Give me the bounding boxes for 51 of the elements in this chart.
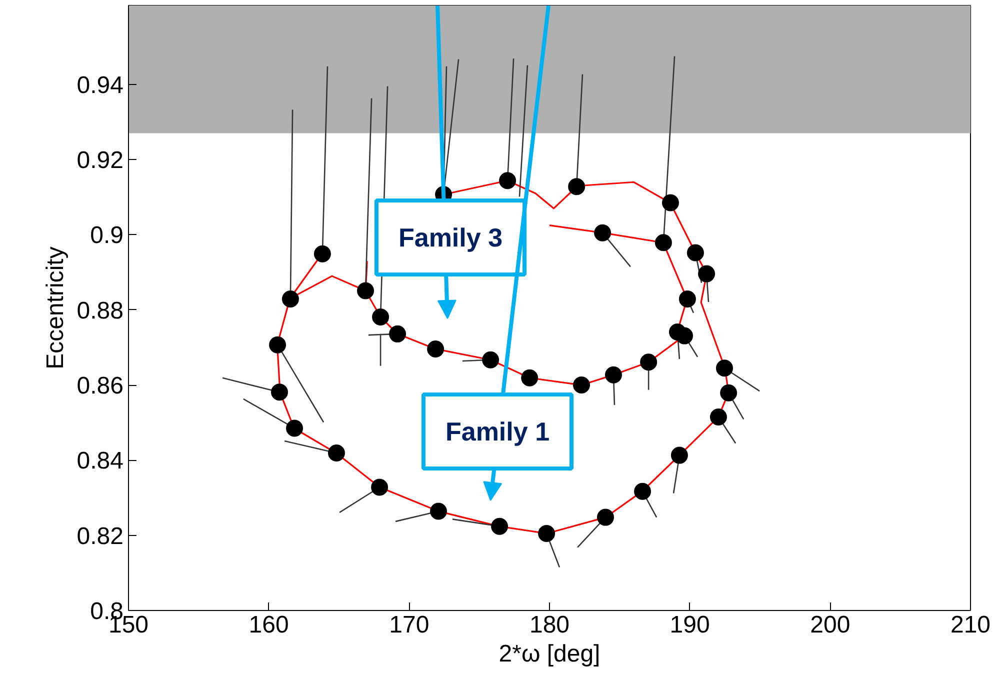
point <box>538 524 556 542</box>
annotation: Family 3 <box>398 222 503 252</box>
point <box>676 327 693 344</box>
point <box>282 290 299 308</box>
y-tick-label: 0.88 <box>76 297 124 324</box>
x-tick-label: 180 <box>529 612 570 638</box>
point <box>521 369 538 386</box>
point <box>604 366 622 384</box>
point <box>389 325 406 342</box>
y-tick-label: 0.92 <box>76 147 124 174</box>
point <box>678 290 696 308</box>
y-tick-label: 0.94 <box>76 72 124 99</box>
point <box>716 360 733 377</box>
point <box>491 518 508 535</box>
point <box>686 244 704 262</box>
point <box>640 354 658 371</box>
point <box>286 420 304 437</box>
x-tick-label: 210 <box>950 612 991 638</box>
point <box>654 234 672 252</box>
point <box>594 224 612 242</box>
y-tick-label: 0.84 <box>76 448 124 475</box>
x-tick-label: 160 <box>248 612 289 638</box>
annotation: Family 1 <box>445 416 550 446</box>
point <box>314 245 331 262</box>
y-tick-label: 0.82 <box>76 522 124 550</box>
point <box>634 482 652 500</box>
point <box>371 478 388 496</box>
point <box>596 508 614 526</box>
x-axis-title: 2*ω [deg] <box>498 640 600 668</box>
point <box>698 265 716 282</box>
point <box>568 178 586 196</box>
point <box>271 384 288 401</box>
point <box>499 172 516 190</box>
y-tick-label: 0.9 <box>90 222 124 250</box>
point <box>710 408 727 426</box>
point <box>328 444 345 462</box>
point <box>670 446 688 464</box>
y-tick-label: 0.86 <box>76 372 124 400</box>
x-tick-label: 170 <box>389 612 430 638</box>
point <box>357 282 374 300</box>
point <box>430 502 447 520</box>
x-tick-label: 190 <box>670 612 710 638</box>
point <box>269 336 286 354</box>
point <box>482 351 500 368</box>
point <box>662 194 679 212</box>
x-tick-label: 200 <box>810 612 850 638</box>
point <box>372 308 390 326</box>
point <box>720 384 738 402</box>
point <box>572 376 590 394</box>
y-axis-title: Eccentricity <box>42 246 69 370</box>
point <box>427 340 444 358</box>
